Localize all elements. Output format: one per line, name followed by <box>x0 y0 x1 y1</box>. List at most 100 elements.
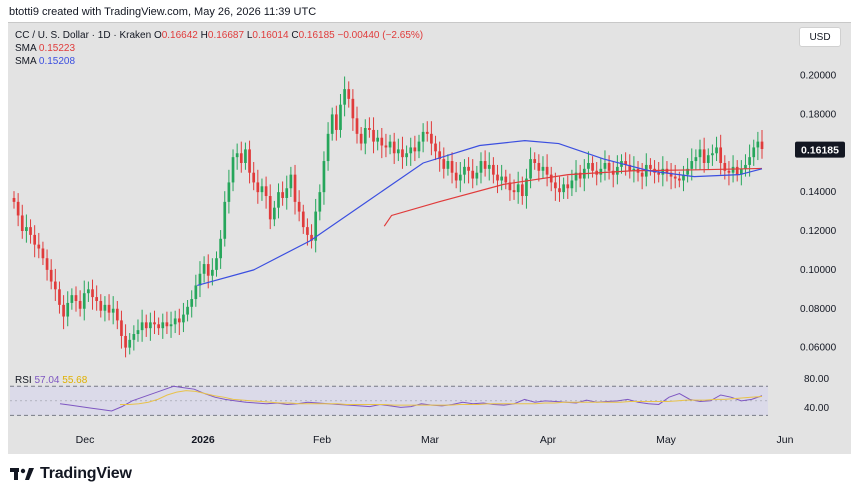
sma-legend-2[interactable]: SMA 0.15208 <box>15 56 76 67</box>
price-chart[interactable]: 0.220000.200000.180000.160000.140000.120… <box>8 23 851 455</box>
candle <box>45 258 49 270</box>
price-tick-7: 0.08000 <box>800 304 837 315</box>
candle <box>541 166 545 171</box>
candle <box>314 211 318 241</box>
candle <box>120 320 123 336</box>
candle <box>458 174 462 181</box>
tradingview-logo-icon <box>10 468 34 480</box>
candle <box>616 166 619 175</box>
ohlc-close: 0.16185 <box>298 30 335 41</box>
candle <box>574 172 578 181</box>
candle <box>235 153 239 158</box>
candle <box>239 153 243 163</box>
candle <box>380 137 384 146</box>
currency-badge[interactable]: USD <box>799 27 841 47</box>
sma-legend-1[interactable]: SMA 0.15223 <box>15 43 76 54</box>
candle <box>624 161 627 165</box>
candle <box>49 269 53 282</box>
candle <box>475 172 479 179</box>
candle <box>719 147 723 163</box>
candle <box>500 176 503 181</box>
candle <box>690 161 694 169</box>
sma-red-line <box>383 167 763 227</box>
candle <box>211 269 214 276</box>
last-price-label: 0.16185 <box>801 145 839 157</box>
rsi-legend[interactable]: RSI 57.04 55.68 <box>15 375 87 386</box>
x-tick-feb: Feb <box>313 434 331 446</box>
candle <box>537 162 541 171</box>
candle <box>442 159 446 169</box>
rsi-ma-line <box>120 390 763 406</box>
candle <box>417 141 421 152</box>
candle <box>529 159 532 179</box>
candle <box>368 128 371 130</box>
candle <box>248 149 251 173</box>
candle <box>244 149 247 163</box>
chart-area[interactable]: 0.220000.200000.180000.160000.140000.120… <box>8 22 851 454</box>
x-tick-may: May <box>656 434 677 446</box>
candle <box>711 153 714 156</box>
candle <box>678 178 681 181</box>
candle <box>649 164 652 169</box>
candle <box>62 304 65 317</box>
candle <box>281 192 284 198</box>
candle <box>99 300 103 311</box>
candle <box>190 299 194 307</box>
candle <box>698 149 702 158</box>
candle <box>401 149 404 158</box>
candle <box>748 157 751 165</box>
rsi-value: 57.04 <box>34 375 60 386</box>
candle <box>661 168 665 175</box>
rsi-tick-0: 80.00 <box>804 374 829 385</box>
candle <box>702 149 706 163</box>
candle <box>578 172 582 179</box>
ohlc-high: 0.16687 <box>207 30 245 41</box>
candle <box>177 318 181 323</box>
candle <box>165 322 169 327</box>
candle <box>285 188 289 198</box>
ohlc-open: 0.16642 <box>161 30 198 41</box>
candle <box>41 248 45 259</box>
ohlc-change: −0.00440 (−2.65%) <box>337 30 424 41</box>
candle <box>25 227 28 232</box>
candle <box>558 188 561 193</box>
candle <box>186 306 189 315</box>
candle <box>525 178 528 197</box>
candle <box>483 161 487 169</box>
candle <box>115 308 119 321</box>
candle <box>467 166 470 171</box>
candle <box>487 164 491 169</box>
symbol-label[interactable]: CC / U. S. Dollar · 1D · Kraken <box>15 30 152 41</box>
candle <box>198 273 202 286</box>
tradingview-logo[interactable]: TradingView <box>10 465 132 483</box>
candle <box>504 176 508 183</box>
candle <box>20 215 24 232</box>
candle <box>549 174 553 183</box>
candle <box>760 141 764 149</box>
candle <box>723 162 727 171</box>
candle <box>405 153 408 158</box>
candle <box>508 182 512 191</box>
candle <box>277 192 280 208</box>
candle <box>425 131 429 134</box>
ohlc-low-label: L <box>246 30 253 41</box>
candle <box>587 162 590 169</box>
candle <box>554 182 557 189</box>
candle <box>715 147 718 154</box>
candle <box>632 168 636 171</box>
candle <box>731 166 735 173</box>
candle <box>351 98 355 119</box>
price-tick-5: 0.12000 <box>800 226 837 237</box>
candle <box>739 168 743 175</box>
candle <box>215 258 218 270</box>
candle <box>82 293 86 309</box>
candle <box>421 131 425 142</box>
tradingview-logo-text: TradingView <box>40 465 132 482</box>
sma-blue-line <box>197 140 763 287</box>
candle <box>289 174 293 189</box>
candle <box>694 157 698 162</box>
candle <box>301 211 305 228</box>
candle <box>132 334 136 340</box>
candle <box>376 137 380 142</box>
candle <box>256 182 260 193</box>
